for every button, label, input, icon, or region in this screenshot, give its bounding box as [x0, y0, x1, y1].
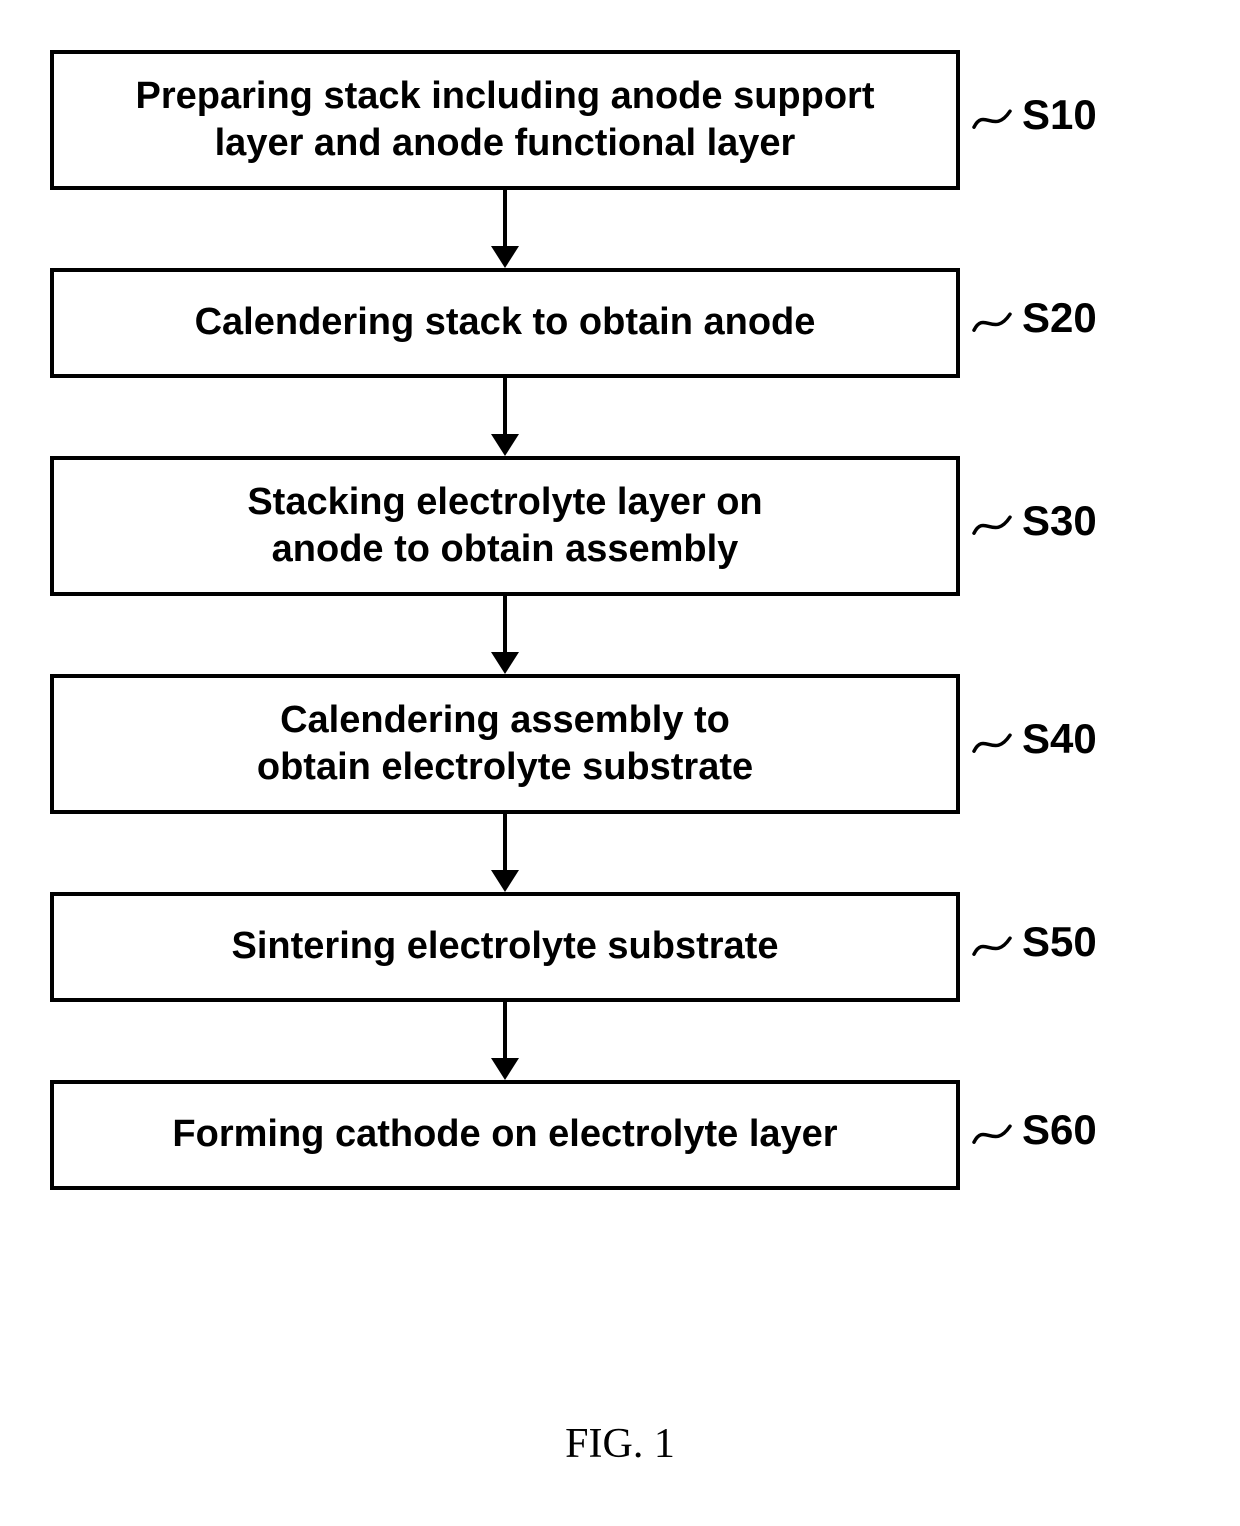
step-label-s40: S40: [1022, 715, 1097, 763]
step-label-s50: S50: [1022, 918, 1097, 966]
step-text: Stacking electrolyte layer onanode to ob…: [247, 479, 762, 574]
flowchart-step: Preparing stack including anode supportl…: [50, 50, 1190, 190]
step-label-wrap: S50: [970, 918, 1097, 966]
step-label-s30: S30: [1022, 497, 1097, 545]
arrow-down-icon: [489, 814, 521, 892]
arrow-down-icon: [489, 190, 521, 268]
label-connector-icon: [970, 721, 1020, 757]
step-label-wrap: S60: [970, 1106, 1097, 1154]
flowchart-connector: [50, 814, 960, 892]
step-text: Sintering electrolyte substrate: [232, 923, 779, 971]
step-label-s20: S20: [1022, 294, 1097, 342]
flowchart-connector: [50, 1002, 960, 1080]
step-label-s10: S10: [1022, 91, 1097, 139]
flowchart-connector: [50, 190, 960, 268]
step-text: Preparing stack including anode supportl…: [136, 73, 875, 168]
flowchart-connector: [50, 378, 960, 456]
flowchart-step: Sintering electrolyte substrate S50: [50, 892, 1190, 1002]
label-connector-icon: [970, 503, 1020, 539]
flowchart-step: Calendering stack to obtain anode S20: [50, 268, 1190, 378]
step-label-wrap: S40: [970, 715, 1097, 763]
step-box-s60: Forming cathode on electrolyte layer: [50, 1080, 960, 1190]
step-label-wrap: S30: [970, 497, 1097, 545]
step-box-s20: Calendering stack to obtain anode: [50, 268, 960, 378]
step-label-s60: S60: [1022, 1106, 1097, 1154]
step-box-s40: Calendering assembly toobtain electrolyt…: [50, 674, 960, 814]
label-connector-icon: [970, 300, 1020, 336]
step-box-s30: Stacking electrolyte layer onanode to ob…: [50, 456, 960, 596]
label-connector-icon: [970, 924, 1020, 960]
figure-caption: FIG. 1: [0, 1420, 1240, 1468]
flowchart-connector: [50, 596, 960, 674]
step-text: Calendering stack to obtain anode: [195, 299, 816, 347]
arrow-down-icon: [489, 1002, 521, 1080]
step-text: Forming cathode on electrolyte layer: [172, 1111, 837, 1159]
step-text: Calendering assembly toobtain electrolyt…: [257, 697, 753, 792]
step-box-s50: Sintering electrolyte substrate: [50, 892, 960, 1002]
label-connector-icon: [970, 97, 1020, 133]
flowchart-step: Calendering assembly toobtain electrolyt…: [50, 674, 1190, 814]
step-label-wrap: S20: [970, 294, 1097, 342]
step-label-wrap: S10: [970, 91, 1097, 139]
step-box-s10: Preparing stack including anode supportl…: [50, 50, 960, 190]
arrow-down-icon: [489, 378, 521, 456]
flowchart-step: Forming cathode on electrolyte layer S60: [50, 1080, 1190, 1190]
label-connector-icon: [970, 1112, 1020, 1148]
flowchart-container: Preparing stack including anode supportl…: [50, 50, 1190, 1190]
flowchart-step: Stacking electrolyte layer onanode to ob…: [50, 456, 1190, 596]
arrow-down-icon: [489, 596, 521, 674]
